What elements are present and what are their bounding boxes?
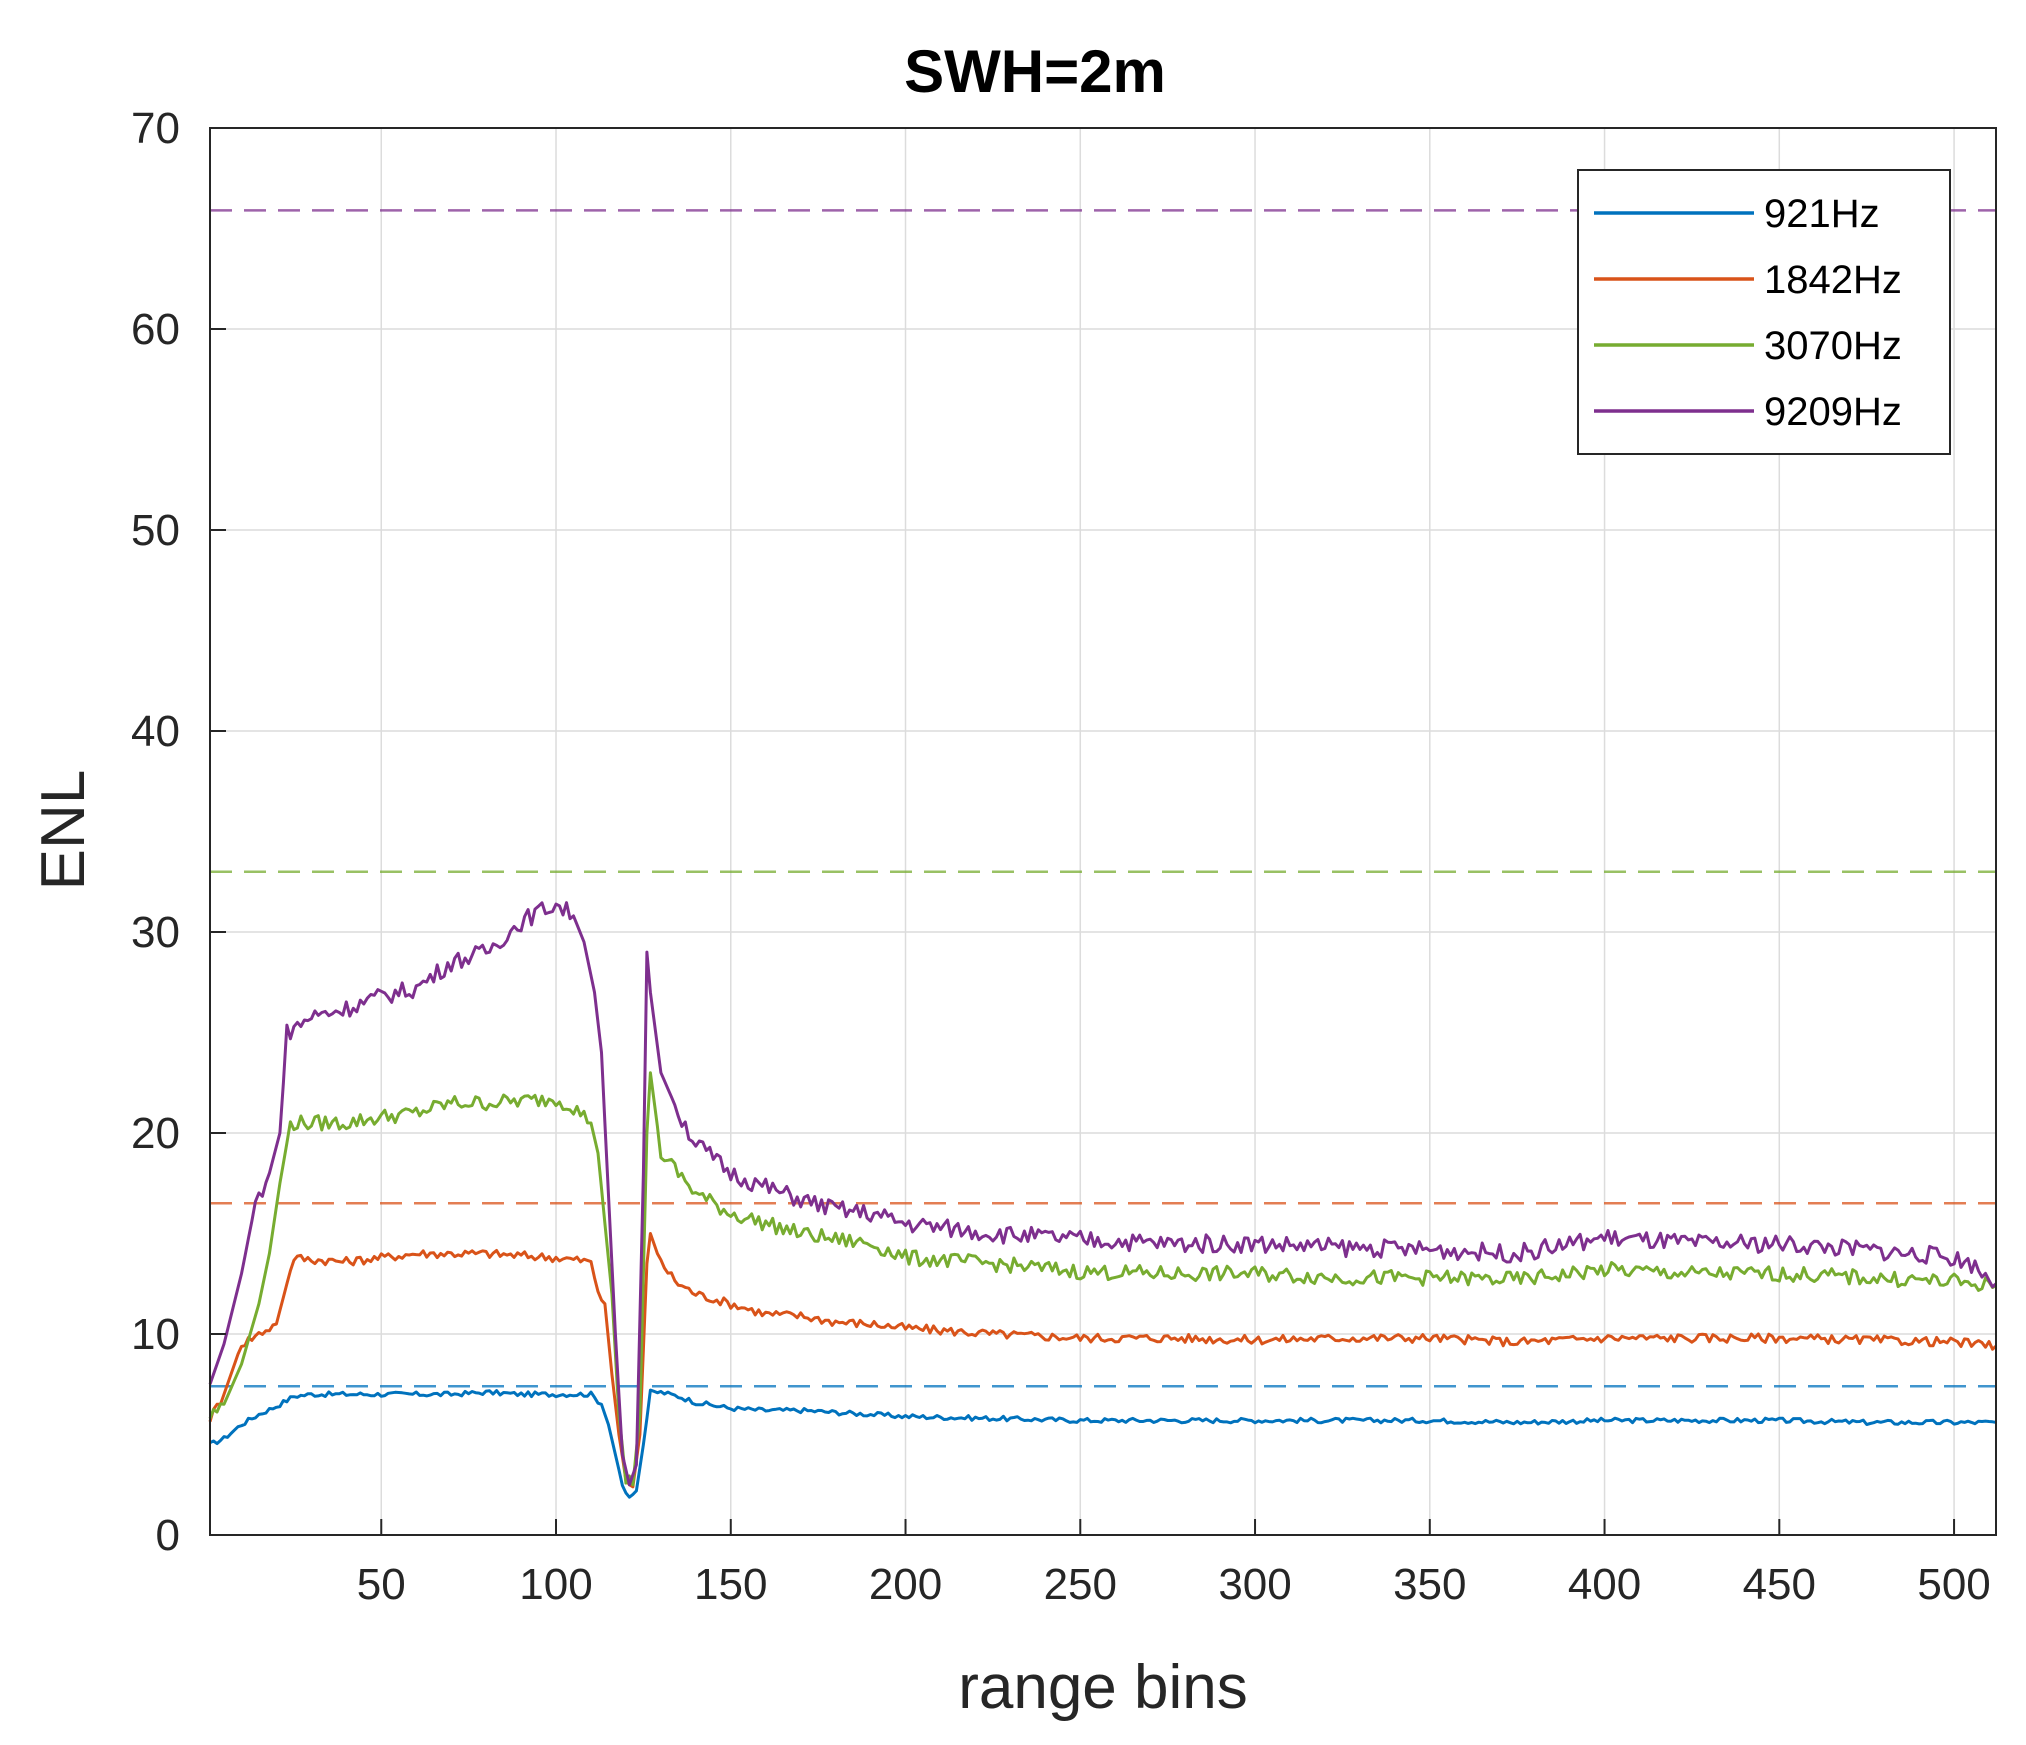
legend-box: [1577, 169, 1951, 455]
x-tick-label: 250: [1044, 1560, 1117, 1609]
y-tick-label: 30: [131, 908, 180, 957]
y-tick-label: 10: [131, 1310, 180, 1359]
plot-frame: [209, 127, 1997, 1536]
legend-label: 1842Hz: [1764, 258, 1902, 302]
data-series: [208, 901, 1997, 1499]
grid-lines: [210, 128, 1996, 1535]
reference-lines: [210, 209, 1996, 1388]
x-tick-label: 50: [357, 1560, 406, 1609]
legend: 921Hz 1842Hz 3070Hz 9209Hz: [1577, 169, 1951, 455]
x-axis-label: range bins: [958, 1653, 1248, 1722]
y-tick-label: 20: [131, 1109, 180, 1158]
y-axis-label: ENL: [29, 770, 98, 891]
x-tick-label: 500: [1917, 1560, 1990, 1609]
series-line-3070Hz: [208, 1071, 1997, 1487]
series-line-921Hz: [209, 1388, 1997, 1499]
x-tick-label: 200: [869, 1560, 942, 1609]
x-tick-label: 150: [694, 1560, 767, 1609]
legend-label: 921Hz: [1764, 192, 1880, 236]
y-tick-label: 50: [131, 506, 180, 555]
chart-title: SWH=2m: [904, 38, 1166, 105]
x-tick-label: 100: [519, 1560, 592, 1609]
y-tick-label: 0: [156, 1511, 180, 1560]
y-tick-label: 70: [131, 104, 180, 153]
legend-label: 3070Hz: [1764, 324, 1902, 368]
x-tick-label: 400: [1568, 1560, 1641, 1609]
x-tick-label: 350: [1393, 1560, 1466, 1609]
y-tick-label: 60: [131, 305, 180, 354]
y-tick-label: 40: [131, 707, 180, 756]
axis-ticks: 50 100 150 200 250 300 350 400 450 500 0 10 20 30 40 50…: [131, 104, 1991, 1609]
series-line-1842Hz: [208, 1232, 1997, 1489]
x-tick-label: 300: [1218, 1560, 1291, 1609]
x-tick-label: 450: [1743, 1560, 1816, 1609]
series-line-9209Hz: [208, 901, 1997, 1487]
legend-label: 9209Hz: [1764, 390, 1902, 434]
